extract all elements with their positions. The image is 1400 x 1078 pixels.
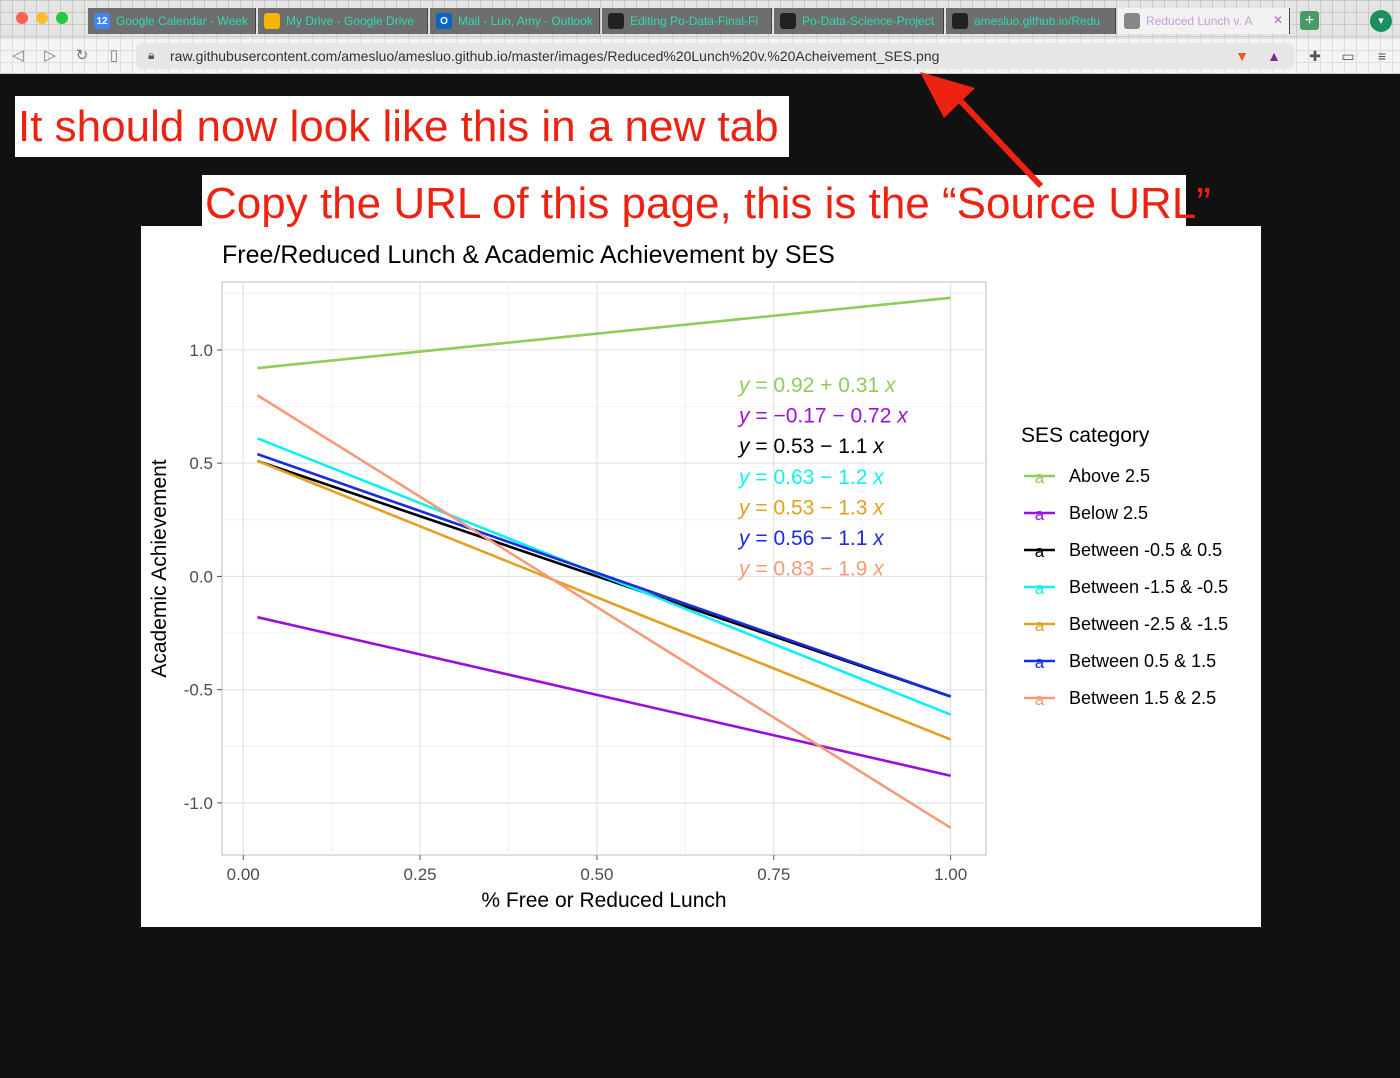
- browser-tab[interactable]: amesluo.github.io/Redu: [946, 8, 1116, 34]
- github-icon: [608, 13, 624, 29]
- browser-tab[interactable]: O Mail - Luo, Amy - Outlook: [430, 8, 600, 34]
- equation-label: y = 0.53 − 1.3 x: [737, 496, 885, 519]
- equation-label: y = 0.53 − 1.1 x: [737, 435, 885, 458]
- x-tick-label: 0.25: [404, 865, 437, 884]
- close-tab-icon[interactable]: ✕: [1272, 13, 1283, 27]
- legend-key-glyph: a: [1035, 542, 1045, 561]
- x-axis-label: % Free or Reduced Lunch: [481, 889, 726, 912]
- profile-icon[interactable]: ▾: [1370, 10, 1392, 32]
- legend-key-glyph: a: [1035, 505, 1045, 524]
- brave-shield-icon[interactable]: ▼: [1235, 48, 1249, 64]
- browser-tab[interactable]: Po-Data-Science-Project: [774, 8, 944, 34]
- google-calendar-icon: 12: [94, 13, 110, 29]
- legend-label: Above 2.5: [1069, 466, 1150, 486]
- browser-tab-label: Editing Po-Data-Final-Fi: [630, 14, 759, 28]
- github-icon: [952, 13, 968, 29]
- equation-label: y = 0.83 − 1.9 x: [737, 558, 885, 581]
- annotation-callout-new-tab: It should now look like this in a new ta…: [15, 96, 789, 157]
- globe-icon: [1124, 13, 1140, 29]
- series-line: [256, 394, 952, 829]
- lock-icon: 🔒︎: [148, 48, 155, 62]
- series-line: [257, 296, 951, 370]
- y-tick-label: -1.0: [184, 794, 213, 813]
- legend-key-glyph: a: [1035, 616, 1045, 635]
- extensions-icon[interactable]: ✚: [1309, 48, 1321, 64]
- browser-tab-label: amesluo.github.io/Redu: [974, 14, 1101, 28]
- address-url[interactable]: raw.githubusercontent.com/amesluo/ameslu…: [170, 48, 940, 64]
- equation-label: y = 0.92 + 0.31 x: [737, 374, 897, 397]
- window-minimize-button[interactable]: [36, 12, 48, 24]
- window-maximize-button[interactable]: [56, 12, 68, 24]
- legend-label: Below 2.5: [1069, 503, 1148, 523]
- browser-tab-label: Po-Data-Science-Project: [802, 14, 935, 28]
- equation-label: y = −0.17 − 0.72 x: [737, 405, 909, 428]
- legend-key-glyph: a: [1035, 653, 1045, 672]
- legend-label: Between -0.5 & 0.5: [1069, 540, 1222, 560]
- new-tab-button[interactable]: +: [1300, 11, 1319, 30]
- x-tick-label: 0.75: [757, 865, 790, 884]
- legend-key-glyph: a: [1035, 468, 1045, 487]
- plot-panel: [221, 281, 987, 856]
- legend-key-glyph: a: [1035, 690, 1045, 709]
- x-tick-label: 0.00: [227, 865, 260, 884]
- series-line: [256, 459, 952, 741]
- annotation-text-source-url: Copy the URL of this page, this is the “…: [205, 179, 1211, 228]
- address-bar[interactable]: 🔒︎ raw.githubusercontent.com/amesluo/ame…: [136, 43, 1294, 69]
- equation-label: y = 0.63 − 1.2 x: [737, 466, 885, 489]
- legend-label: Between 0.5 & 1.5: [1069, 651, 1216, 671]
- annotation-callout-source-url: Copy the URL of this page, this is the “…: [202, 175, 1211, 231]
- annotation-text-new-tab: It should now look like this in a new ta…: [18, 102, 779, 151]
- y-tick-label: 0.0: [189, 567, 213, 586]
- annotation-arrow-icon: [920, 72, 1044, 189]
- browser-tab[interactable]: 12 Google Calendar - Week: [88, 8, 256, 34]
- browser-tab-label: Reduced Lunch v. A: [1146, 14, 1253, 28]
- x-tick-label: 0.50: [580, 865, 613, 884]
- browser-tab-label: Mail - Luo, Amy - Outlook: [458, 14, 593, 28]
- legend-key-glyph: a: [1035, 579, 1045, 598]
- legend-title: SES category: [1021, 424, 1150, 447]
- legend-label: Between -2.5 & -1.5: [1069, 614, 1228, 634]
- bookmark-icon[interactable]: ▯: [109, 47, 119, 64]
- x-tick-label: 1.00: [934, 865, 967, 884]
- chart-title: Free/Reduced Lunch & Academic Achievemen…: [222, 241, 835, 269]
- wallet-icon[interactable]: ▭: [1341, 48, 1355, 64]
- github-icon: [780, 13, 796, 29]
- brave-rewards-icon[interactable]: ▲: [1267, 48, 1281, 64]
- tab-bar: 12 Google Calendar - Week My Drive - Googl…: [0, 0, 1400, 38]
- forward-button[interactable]: ▷: [44, 47, 56, 64]
- browser-tab[interactable]: Editing Po-Data-Final-Fi: [602, 8, 772, 34]
- y-axis-label: Academic Achievement: [148, 459, 171, 677]
- navigation-bar: ◁ ▷ ↻ ▯ 🔒︎ raw.githubusercontent.com/ame…: [0, 38, 1400, 74]
- displayed-image: 0.00 0.25 0.50 0.75 1.00 -1.0 -0.5 0.0 0.5 1.0 y =…: [141, 226, 1261, 927]
- series-line: [257, 615, 951, 777]
- browser-tab-label: Google Calendar - Week: [116, 14, 248, 28]
- browser-tab[interactable]: Reduced Lunch v. A ✕: [1118, 8, 1290, 34]
- equation-label: y = 0.56 − 1.1 x: [737, 527, 885, 550]
- back-button[interactable]: ◁: [12, 47, 24, 64]
- menu-icon[interactable]: ≡: [1377, 48, 1387, 64]
- y-tick-label: -0.5: [184, 681, 213, 700]
- legend-label: Between 1.5 & 2.5: [1069, 688, 1216, 708]
- outlook-icon: O: [436, 13, 452, 29]
- window-close-button[interactable]: [16, 12, 28, 24]
- browser-tab[interactable]: My Drive - Google Drive: [258, 8, 428, 34]
- google-drive-icon: [264, 13, 280, 29]
- legend-label: Between -1.5 & -0.5: [1069, 577, 1228, 597]
- browser-tab-label: My Drive - Google Drive: [286, 14, 415, 28]
- y-tick-label: 0.5: [189, 454, 213, 473]
- reload-button[interactable]: ↻: [75, 47, 89, 64]
- y-tick-label: 1.0: [189, 341, 213, 360]
- chart-svg: 0.00 0.25 0.50 0.75 1.00 -1.0 -0.5 0.0 0.5 1.0 y =…: [148, 241, 1228, 912]
- series-line: [256, 452, 952, 698]
